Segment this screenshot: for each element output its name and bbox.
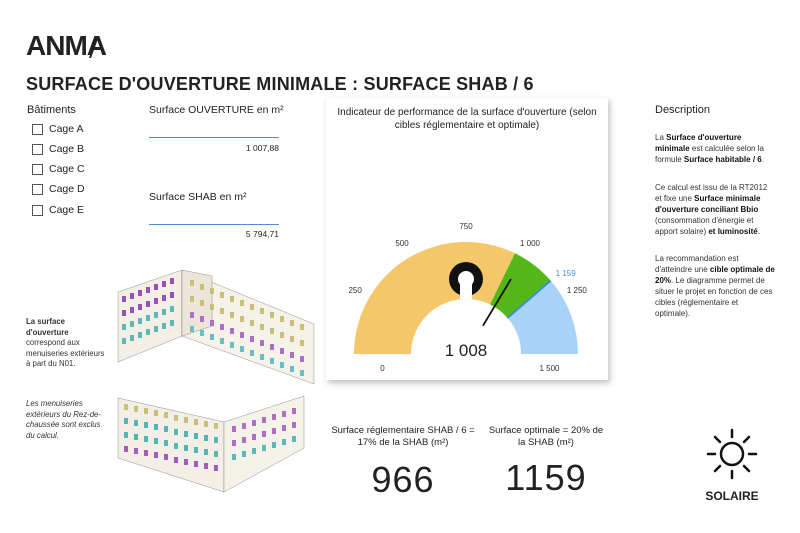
window-grid-right-2 [232,436,296,460]
window-grid-left [122,278,174,316]
slicer-item-label: Cage E [49,204,85,216]
gauge-title: Indicateur de performance de la surface … [337,107,597,131]
text-bold: Surface d'ouverture minimale [655,133,742,153]
text: La [655,133,667,142]
note-surface-bold: La surface d'ouverture [26,317,69,337]
kpi-shab-underline [149,224,279,225]
gauge-band-0 [354,241,515,354]
checkbox[interactable] [32,123,43,135]
gauge-needle [482,278,512,327]
checkbox[interactable] [32,204,43,216]
description-paragraph-2: Ce calcul est issu de la RT2012 et fixe … [655,182,775,237]
text: (consommation d'énergie et apport solair… [655,216,754,236]
gauge-target-label: 1 159 [556,269,577,278]
kpi-shab-label: Surface SHAB en m² [149,191,247,203]
window-grid-right [232,408,296,446]
slicer-item-label: Cage D [49,183,85,195]
sun-icon [706,428,758,480]
text: est calculée selon la formule [655,144,764,164]
note-surface-rest: correspond aux menuiseries extérieurs à … [26,338,105,368]
text-bold: et luminosité [708,227,758,236]
text: . [757,227,760,236]
slicer-item-label: Cage B [49,143,85,155]
gauge-tick-label: 500 [395,239,409,248]
gauge-value-label: 1 008 [445,341,488,360]
window-grid-right-3 [190,326,304,376]
description-paragraph-3: La recommandation est d'atteindre une ci… [655,253,775,319]
gauge-tick-label: 1 500 [539,364,560,373]
kpi-shab-value: 5 794,71 [245,229,279,239]
description-paragraph-1: La Surface d'ouverture minimale est calc… [655,132,775,165]
building-illustration-bottom [117,395,305,493]
window-grid-left-2 [122,306,174,344]
gauge-tick-label: 750 [459,222,473,231]
slicer-item-cage-e[interactable]: Cage E [32,204,84,216]
text: La recommandation est d'atteindre une [655,254,739,274]
checkbox[interactable] [32,183,43,195]
gauge-tick-label: 1 000 [520,239,541,248]
gauge-center-icon [449,262,483,299]
window-grid-right-2 [190,312,304,362]
text-bold: Surface habitable / 6 [683,155,762,164]
gauge-target-marker [506,279,552,319]
window-grid-left-2 [124,418,218,457]
checkbox[interactable] [32,163,43,175]
slicer-item-cage-a[interactable]: Cage A [32,123,83,135]
window-grid-left [124,404,218,429]
regulatory-surface-label: Surface réglementaire SHAB / 6 = 17% de … [331,425,475,448]
regulatory-surface-value: 966 [371,459,435,500]
slicer-item-label: Cage C [49,163,85,175]
window-grid-left-3 [124,446,218,471]
text-bold: Surface minimale d'ouverture conciliant … [655,194,761,214]
gauge-tick-label: 0 [380,364,385,373]
note-surface-ouverture: La surface d'ouverture correspond aux me… [26,317,106,370]
slicer-item-cage-c[interactable]: Cage C [32,163,85,175]
gauge-band-1 [490,253,551,318]
gauge-tick-label: 250 [348,286,362,295]
slicer-item-cage-b[interactable]: Cage B [32,143,84,155]
window-grid-right [190,280,304,346]
slicer-item-cage-d[interactable]: Cage D [32,183,85,195]
description-title: Description [655,104,711,116]
gauge-band-2 [507,280,578,354]
solar-badge: SOLAIRE [705,489,759,503]
text: Ce calcul est issu de la RT2012 et fixe … [655,183,768,203]
note-rdc: Les menuiseries extérieurs du Rez-de-cha… [26,399,101,440]
page-title: SURFACE D'OUVERTURE MINIMALE : SURFACE S… [26,74,534,94]
gauge-tick-label: 1 250 [567,286,588,295]
kpi-ouverture-value: 1 007,88 [245,143,279,153]
checkbox[interactable] [32,143,43,155]
text-bold: cible optimale de 20% [655,265,775,285]
gauge-chart: 0 250 500 750 1 000 1 250 1 500 1 159 1 008 [348,222,588,373]
gauge-center-gap [460,283,472,299]
optimal-surface-label: Surface optimale = 20% de la SHAB (m²) [488,425,604,448]
gauge-card: Indicateur de performance de la surface … [326,98,608,380]
slicer-title: Bâtiments [27,104,76,116]
building-illustration-top [117,269,315,385]
slicer-item-label: Cage A [49,123,84,135]
text: . Le diagramme permet de situer le proje… [655,276,773,318]
optimal-surface-value: 1159 [505,457,587,498]
kpi-ouverture-underline [149,137,279,138]
kpi-ouverture-label: Surface OUVERTURE en m² [149,104,284,116]
text: . [761,155,764,164]
